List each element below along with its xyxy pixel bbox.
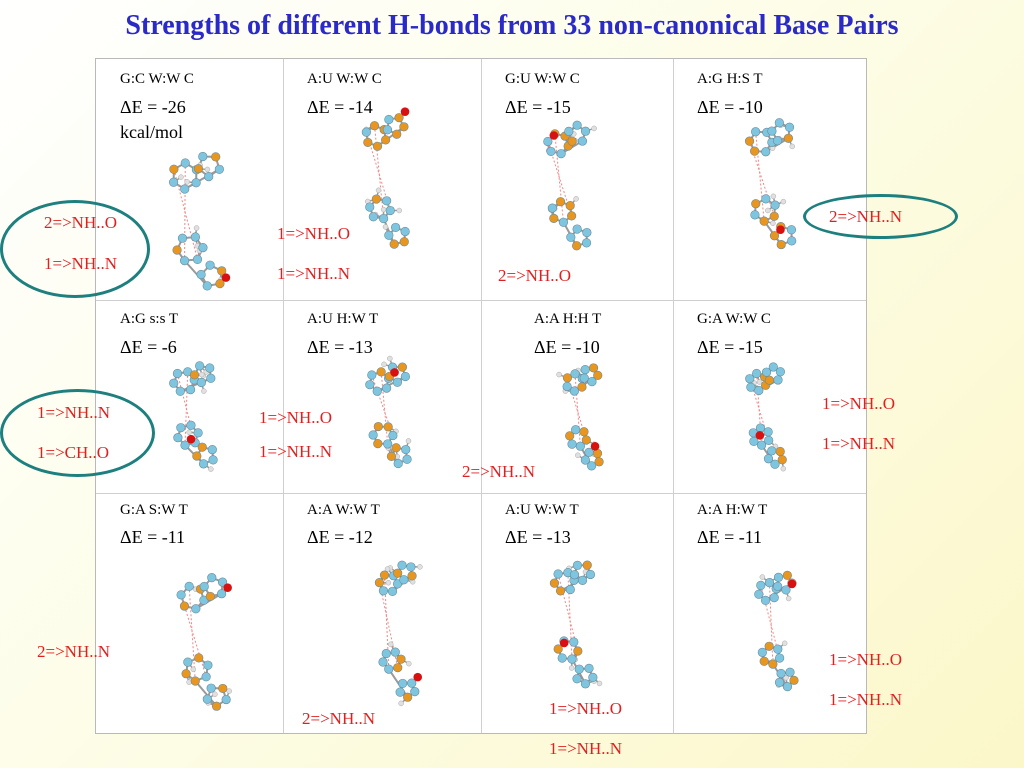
pair-label: A:U H:W T xyxy=(307,311,379,327)
pair-label: G:A W:W C xyxy=(697,311,771,327)
pair-label: A:U W:W T xyxy=(505,502,579,518)
table-divider xyxy=(283,59,284,733)
highlight-oval xyxy=(0,200,150,298)
pair-label: G:U W:W C xyxy=(505,71,580,87)
pair-label: A:A H:W T xyxy=(697,502,768,518)
hbond-annotation: 2=>NH..N xyxy=(37,642,111,661)
highlight-oval xyxy=(803,194,958,239)
molecule-structure-image xyxy=(556,363,604,471)
energy-value: ΔE = -15 xyxy=(505,97,571,117)
energy-value: ΔE = -6 xyxy=(120,337,177,357)
molecule-structure-image xyxy=(361,107,410,249)
table-divider xyxy=(96,493,866,494)
molecule-structure-image xyxy=(745,362,787,472)
energy-value: ΔE = -13 xyxy=(505,527,571,547)
hbond-annotation: 1=>NH..N xyxy=(822,434,896,453)
pair-label: G:A S:W T xyxy=(120,502,188,518)
hbond-annotation: 2=>NH..N xyxy=(302,709,376,728)
hbond-annotation: 1=>NH..O xyxy=(549,699,623,718)
hbond-annotation: 2=>NH..N xyxy=(462,462,536,481)
molecule-structure-image xyxy=(549,560,603,689)
energy-value: ΔE = -11 xyxy=(120,527,186,547)
energy-value: ΔE = -13 xyxy=(307,337,373,357)
hbond-annotation: 1=>NH..O xyxy=(277,224,351,243)
table-divider xyxy=(673,59,674,733)
energy-value: ΔE = -14 xyxy=(307,97,373,117)
hbond-annotation: 1=>NH..N xyxy=(259,442,333,461)
molecule-structure-image xyxy=(365,355,412,469)
molecule-structure-image xyxy=(169,361,218,472)
pair-label: A:A W:W T xyxy=(307,502,380,518)
hbond-annotation: 2=>NH..O xyxy=(498,266,572,285)
pair-label: A:U W:W C xyxy=(307,71,382,87)
hbond-annotation: 1=>NH..O xyxy=(829,650,903,669)
molecule-structure-image xyxy=(176,573,232,711)
hbond-annotation: 1=>NH..N xyxy=(829,690,903,709)
molecule-structure-image xyxy=(169,151,231,291)
hbond-annotation: 1=>NH..N xyxy=(549,739,623,758)
table-divider xyxy=(481,59,482,733)
hbond-annotation: 1=>NH..O xyxy=(259,408,333,427)
energy-value: ΔE = -15 xyxy=(697,337,763,357)
hbond-annotation: 1=>NH..O xyxy=(822,394,896,413)
table-divider xyxy=(96,300,866,301)
energy-value: ΔE = -12 xyxy=(307,527,373,547)
pair-label: A:A H:H T xyxy=(534,311,602,327)
molecule-structure-image xyxy=(754,570,799,692)
molecule-structure-image xyxy=(543,120,597,251)
molecule-structure-image xyxy=(374,560,423,707)
hbond-annotation: 1=>NH..N xyxy=(277,264,351,283)
highlight-oval xyxy=(0,389,155,477)
energy-unit: kcal/mol xyxy=(120,122,183,142)
energy-value: ΔE = -10 xyxy=(697,97,763,117)
energy-value: ΔE = -10 xyxy=(534,337,600,357)
pair-label: A:G H:S T xyxy=(697,71,763,87)
energy-value: ΔE = -11 xyxy=(697,527,763,547)
pair-label: G:C W:W C xyxy=(120,71,194,87)
energy-value: ΔE = -26 xyxy=(120,97,186,117)
pair-label: A:G s:s T xyxy=(120,311,179,327)
molecule-structure-image xyxy=(744,118,797,250)
slide-title: Strengths of different H-bonds from 33 n… xyxy=(125,10,899,41)
